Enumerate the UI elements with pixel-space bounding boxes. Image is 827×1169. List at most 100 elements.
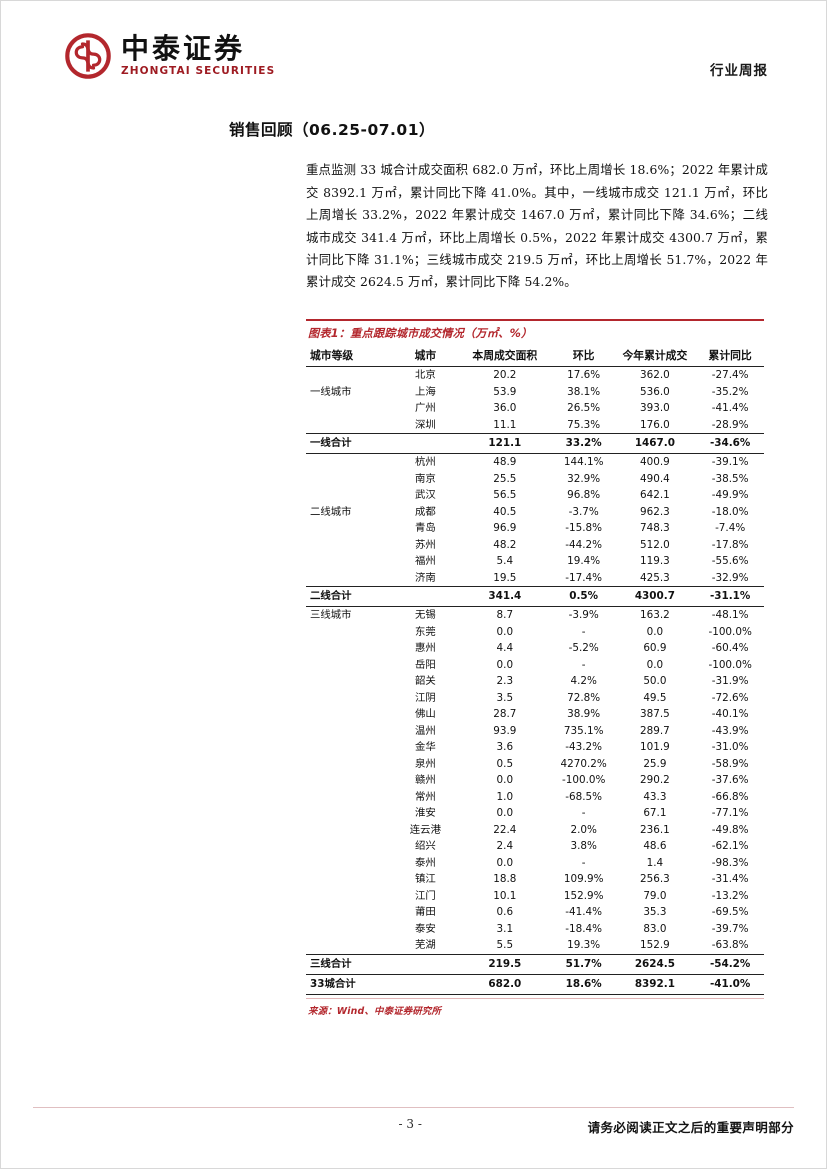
cell-ytd: 387.5 [640,708,670,720]
cell-yoy: -38.5% [711,472,749,485]
cell-yoy: -35.2% [711,385,749,398]
table-row-subtotal: 三线合计 219.5 51.7% 2624.5 -54.2% [306,953,764,975]
cell-city: 常州 [415,790,436,803]
cell-area: 2.4 [496,840,514,852]
cell-area: 22.4 [493,823,517,836]
cell-ytd: 2624.5 [613,953,697,975]
cell-mom: -100.0% [561,774,606,786]
cell-city: 广州 [415,402,436,414]
cell-tier [306,553,395,570]
cell-yoy: -13.2% [711,889,749,902]
cell-yoy: -31.0% [711,741,749,753]
table-row: 福州 5.4 19.4% 119.3 -55.6% [306,553,764,570]
cell-yoy: -18.0% [711,505,749,518]
table-row-subtotal: 二线合计 341.4 0.5% 4300.7 -31.1% [306,586,764,607]
table-row: 二线城市 成都 40.5 -3.7% 962.3 -18.0% [306,504,764,521]
cell-mom: 4270.2% [560,757,607,770]
column-header-area: 本周成交面积 [455,346,554,367]
cell-yoy: -54.2% [696,953,764,975]
cell-city: 青岛 [415,522,436,534]
cell-yoy: -66.8% [711,790,749,803]
cell-tier [306,921,395,938]
cell-yoy: -69.5% [711,906,749,918]
cell-mom: - [581,625,586,638]
city-transactions-table: 城市等级 城市 本周成交面积 环比 今年累计成交 累计同比 北京 20.2 17.6… [306,346,764,995]
cell-tier [306,756,395,773]
cell-city: 佛山 [415,708,436,720]
cell-mom: 75.3% [567,418,601,431]
cell-yoy: -7.4% [715,522,746,534]
column-header-tier: 城市等级 [306,346,396,367]
cell-area: 0.6 [496,906,514,918]
cell-area: 25.5 [493,472,517,485]
table-row: 绍兴 2.4 3.8% 48.6 -62.1% [306,838,764,855]
cell-yoy: -100.0% [708,625,752,638]
page-footer: - 3 - 请务必阅读正文之后的重要声明部分 [33,1117,794,1139]
cell-yoy: -41.0% [696,974,764,995]
cell-ytd: 0.0 [646,658,664,671]
table-row: 惠州 4.4 -5.2% 60.9 -60.4% [306,640,764,657]
cell-yoy: -62.1% [711,840,749,852]
table-row: 赣州 0.0 -100.0% 290.2 -37.6% [306,772,764,789]
cell-city: 杭州 [415,456,436,468]
cell-ytd: 48.6 [643,840,667,852]
cell-ytd: 43.3 [643,790,667,803]
zhongtai-logo-icon [65,33,111,79]
cell-yoy: -39.7% [711,922,749,935]
cell-mom: 96.8% [567,489,601,501]
cell-tier [306,723,395,740]
cell-city: 淮安 [415,807,436,819]
table-row: 苏州 48.2 -44.2% 512.0 -17.8% [306,537,764,554]
cell-ytd: 49.5 [643,691,667,704]
cell-area: 40.5 [493,505,517,518]
cell-yoy: -31.9% [711,675,749,687]
cell-yoy: -58.9% [711,757,749,770]
cell-ytd: 748.3 [640,522,670,534]
brand-name-cn: 中泰证券 [121,32,246,66]
cell-tier [306,367,395,384]
page-header: 中泰证券 ZHONGTAI SECURITIES 行业周报 [65,29,768,91]
cell-tier [306,888,395,905]
cell-mom: 19.4% [567,555,601,567]
table-row: 武汉 56.5 96.8% 642.1 -49.9% [306,487,764,504]
cell-city: 成都 [415,505,436,518]
cell-ytd: 289.7 [640,724,670,737]
cell-ytd: 490.4 [640,472,670,485]
table-row: 三线城市 无锡 8.7 -3.9% 163.2 -48.1% [306,607,764,624]
cell-tier [306,624,395,641]
table-row: 江门 10.1 152.9% 79.0 -13.2% [306,888,764,905]
cell-area: 1.0 [496,790,514,803]
cell-city: 惠州 [415,642,436,654]
cell-area: 20.2 [493,369,517,381]
table-body: 北京 20.2 17.6% 362.0 -27.4% 一线城市 上海 53.9 38.1% 536… [306,367,764,995]
cell-ytd: 962.3 [640,505,670,518]
table-row: 芜湖 5.5 19.3% 152.9 -63.8% [306,937,764,954]
cell-area: 3.6 [496,741,514,753]
cell-ytd: 50.0 [643,675,667,687]
cell-ytd: 400.9 [640,456,670,468]
cell-mom: -15.8% [565,522,603,534]
cell-yoy: -77.1% [711,807,749,819]
cell-city: 北京 [415,369,436,381]
cell-ytd: 25.9 [643,757,667,770]
cell-area: 48.2 [493,538,517,551]
cell-mom: 18.6% [553,974,614,995]
cell-tier [306,471,395,488]
cell-city: 南京 [415,472,436,485]
table-row-subtotal: 一线合计 121.1 33.2% 1467.0 -34.6% [306,433,764,454]
table-row: 南京 25.5 32.9% 490.4 -38.5% [306,471,764,488]
cell-yoy: -72.6% [711,691,749,704]
table-row: 泰州 0.0 - 1.4 -98.3% [306,855,764,872]
cell-city: 赣州 [415,774,436,786]
table-row: 泰安 3.1 -18.4% 83.0 -39.7% [306,921,764,938]
cell-yoy: -39.1% [711,456,749,468]
cell-yoy: -34.6% [696,433,764,454]
cell-city: 芜湖 [415,939,436,951]
cell-ytd: 236.1 [640,823,670,836]
cell-city: 江阴 [415,691,436,704]
cell-yoy: -17.8% [711,538,749,551]
column-header-mom: 环比 [553,346,614,367]
exhibit-top-rule [306,319,764,321]
table-row: 深圳 11.1 75.3% 176.0 -28.9% [306,417,764,434]
